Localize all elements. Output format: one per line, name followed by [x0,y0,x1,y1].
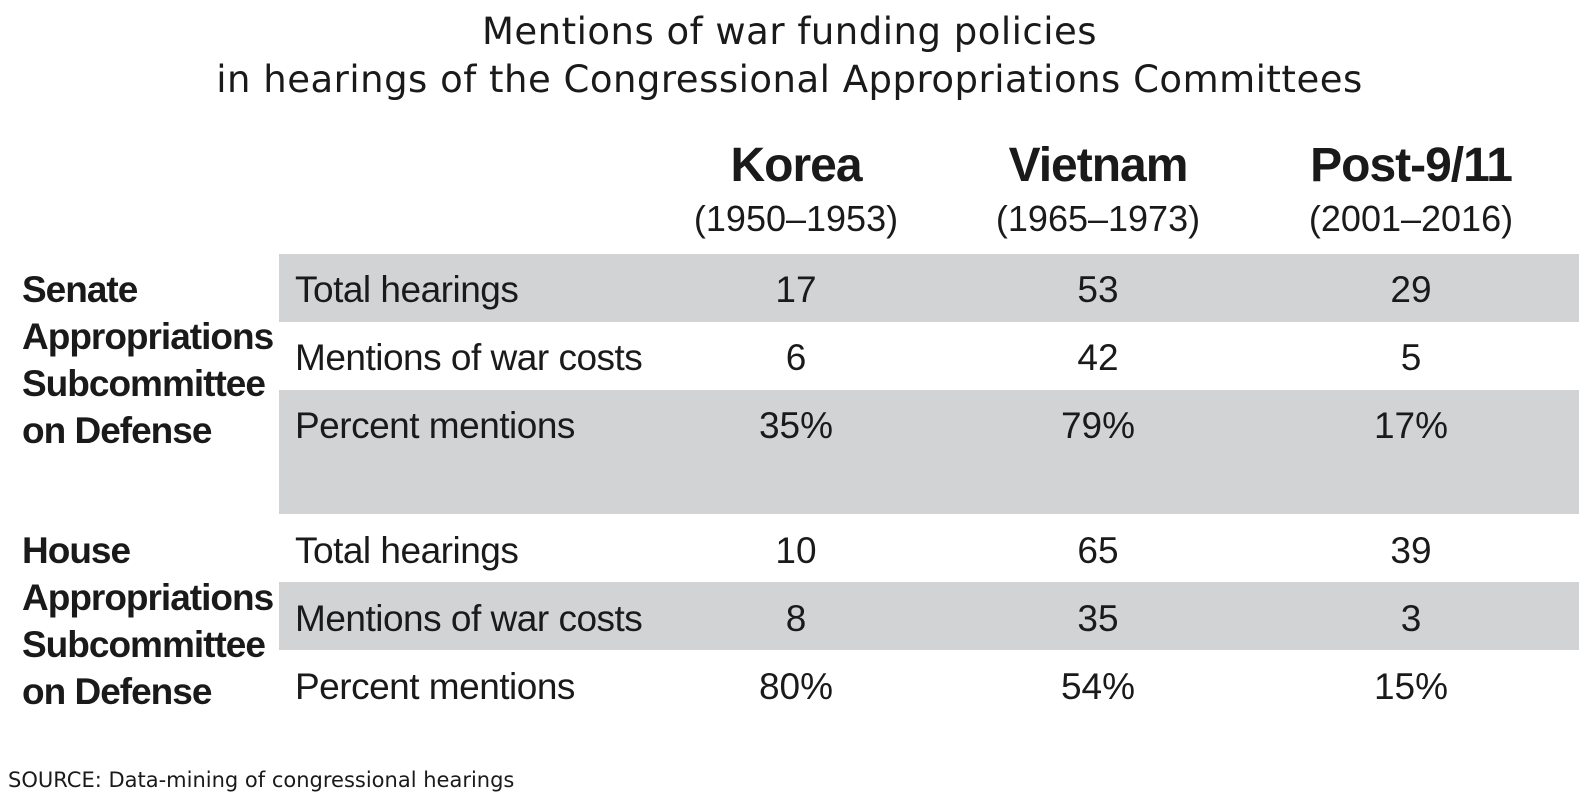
column-years: (1950–1953) [693,198,899,239]
table-cell: 17 [775,269,817,310]
group-label-line: Appropriations [22,577,274,618]
group-label-line: Subcommittee [22,363,266,404]
column-name: Post-9/11 [1310,139,1513,192]
column-years: (1965–1973) [995,198,1201,239]
table-cell: 17% [1373,405,1449,446]
column-name: Vietnam [1008,139,1189,192]
column-years: (2001–2016) [1308,198,1514,239]
table-cell: 15% [1373,666,1449,707]
chart-title-line-2: in hearings of the Congressional Appropr… [216,58,1363,101]
chart-title: Mentions of war funding policies in hear… [0,8,1579,104]
table-row: Mentions of war costs 6 42 5 [279,324,1579,392]
table-cell: 65 [1077,530,1119,571]
table-cell: 39 [1390,530,1432,571]
table-row: Total hearings 17 53 29 [279,256,1579,324]
band-senate-total-hearings [279,254,1579,322]
table-cell: 79% [1060,405,1136,446]
band-house-mentions-of-war-costs [279,582,1579,650]
row-label: Percent mentions [295,405,575,446]
row-label: Mentions of war costs [295,337,643,378]
group-label-line: on Defense [22,410,212,451]
table-cell: 80% [758,666,834,707]
column-name: Korea [730,139,862,192]
table-cell: 8 [785,598,807,639]
row-label: Mentions of war costs [295,598,643,639]
group-label-house: House Appropriations Subcommittee on Def… [22,527,282,715]
row-label: Percent mentions [295,666,575,707]
group-label-line: Appropriations [22,316,274,357]
table-row: Percent mentions 35% 79% 17% [279,392,1579,460]
table-row: Total hearings 10 65 39 [279,517,1579,585]
table-row: Percent mentions 80% 54% 15% [279,653,1579,721]
group-label-line: Subcommittee [22,624,266,665]
group-label-line: on Defense [22,671,212,712]
table-cell: 29 [1390,269,1432,310]
chart-title-line-1: Mentions of war funding policies [481,10,1098,53]
source-note: SOURCE: Data-mining of congressional hea… [8,768,515,792]
row-label: Total hearings [295,530,519,571]
table-cell: 5 [1400,337,1422,378]
group-label-line: Senate [22,269,138,310]
row-label: Total hearings [295,269,519,310]
group-label-senate: Senate Appropriations Subcommittee on De… [22,266,282,454]
table-cell: 54% [1060,666,1136,707]
table-cell: 42 [1077,337,1119,378]
table-cell: 35% [758,405,834,446]
table-cell: 6 [785,337,807,378]
band-senate-percent-mentions [279,390,1579,514]
table-cell: 35 [1077,598,1119,639]
table-cell: 10 [775,530,817,571]
table-cell: 3 [1400,598,1422,639]
table-cell: 53 [1077,269,1119,310]
table-row: Mentions of war costs 8 35 3 [279,585,1579,653]
group-label-line: House [22,530,131,571]
